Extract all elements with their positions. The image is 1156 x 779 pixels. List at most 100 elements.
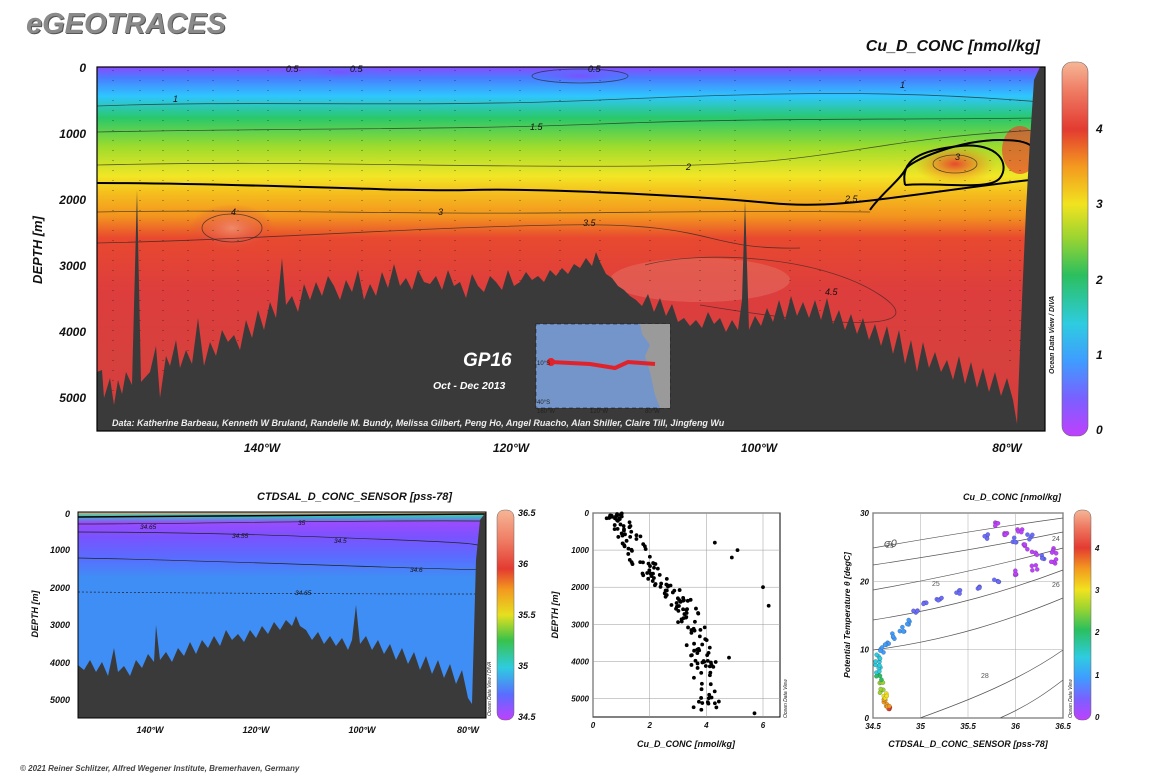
main-colorbar [1061,61,1089,437]
ts-point [877,690,883,695]
sal-x-tick: 140°W [136,725,165,735]
profile-point [689,653,693,658]
profile-point [766,603,771,608]
profile-point [703,664,708,668]
profile-point [652,565,656,570]
ts-point [879,677,884,682]
ts-point [1025,547,1030,552]
ts-point [1049,550,1055,555]
profile-point [621,524,626,528]
profile-watermark: Ocean Data View [783,679,789,718]
profile-point [702,625,707,630]
sal-contour-label: 35 [298,520,306,527]
profile-point [701,659,706,663]
main-chart-title: Cu_D_CONC [nmol/kg] [865,38,1040,55]
profile-point [693,619,697,624]
sal-y-ticks: 0 1000 2000 3000 4000 5000 [49,509,70,705]
profile-point [707,645,712,650]
ts-colorbar-ticks: 0 1 2 3 4 [1094,544,1100,722]
profile-point [664,576,669,581]
ts-point [993,523,998,528]
profile-point [712,540,717,545]
colorbar-tick: 3 [1096,197,1103,211]
ts-point [1019,529,1024,535]
profile-point [615,526,620,531]
profile-point [695,661,700,666]
ts-colorbar-tick: 0 [1095,713,1100,722]
ts-point [957,591,962,596]
profile-point [628,534,633,539]
contour-label: 0.5 [350,64,364,74]
profile-point [612,523,617,527]
profile-point [707,664,712,669]
profile-point [695,647,700,652]
ts-point [882,642,888,647]
profile-point [698,627,703,632]
inset-lon-2: 120°W [590,409,608,415]
profile-point [659,581,664,586]
main-x-tick: 140°W [244,441,282,455]
ts-point [878,686,883,692]
profile-point [689,663,694,667]
ts-point [982,534,987,539]
sal-y-tick: 1000 [50,545,70,555]
contour-label: 3 [955,152,960,162]
profile-point [627,557,632,562]
sal-colorbar-tick: 36 [518,559,529,569]
profile-point [641,573,646,578]
contour-label: 0.5 [588,64,602,74]
profile-point [694,606,698,611]
profile-point [692,675,696,680]
ts-point [879,645,885,650]
profile-point [658,584,663,589]
main-y-axis-label: DEPTH [m] [30,215,45,284]
app-logo: eGEOTRACES [26,8,226,40]
sal-x-tick: 100°W [348,725,377,735]
profile-point [692,641,696,646]
profile-point [708,670,713,675]
isopycnal-label: 23 [886,543,894,550]
inset-lat-1: 10°S [537,361,550,367]
ts-point [1040,556,1045,561]
profile-y-tick: 5000 [571,694,589,703]
ts-colorbar-tick: 3 [1095,586,1100,595]
colorbar-tick: 1 [1096,348,1103,362]
ts-point [915,608,920,614]
profile-point [699,707,704,712]
profile-point [697,699,701,704]
profile-point [634,537,639,541]
profile-point [691,705,696,710]
sal-y-tick: 2000 [49,583,70,593]
profile-point [685,598,690,603]
profile-point [676,608,681,613]
profile-point [691,626,696,631]
copyright-footer: © 2021 Reiner Schlitzer, Alfred Wegener … [20,764,300,773]
ts-point [874,652,879,657]
main-x-tick: 100°W [741,441,779,455]
sal-x-ticks: 140°W 120°W 100°W 80°W [136,725,480,735]
sal-contour-label: 34.55 [232,533,249,540]
profile-point [682,598,686,603]
profile-point [752,711,757,716]
profile-point [735,548,740,552]
profile-point [706,650,711,655]
contour-label: 4.5 [825,287,839,297]
profile-point [674,604,679,609]
sal-colorbar-tick: 35 [518,661,529,671]
profile-point [634,533,639,538]
ts-watermark: Ocean Data View [1068,679,1074,718]
profile-point [693,658,698,663]
main-y-tick: 4000 [58,325,86,339]
profile-x-tick: 6 [761,721,766,730]
profile-point [650,579,655,583]
ts-point [900,624,905,630]
main-y-tick: 5000 [59,391,86,405]
profile-point [712,689,717,694]
profile-point [646,561,651,566]
profile-point [641,560,645,565]
ts-point [992,577,997,583]
profile-point [679,617,684,622]
profile-point [624,538,629,543]
profile-point [699,670,704,675]
